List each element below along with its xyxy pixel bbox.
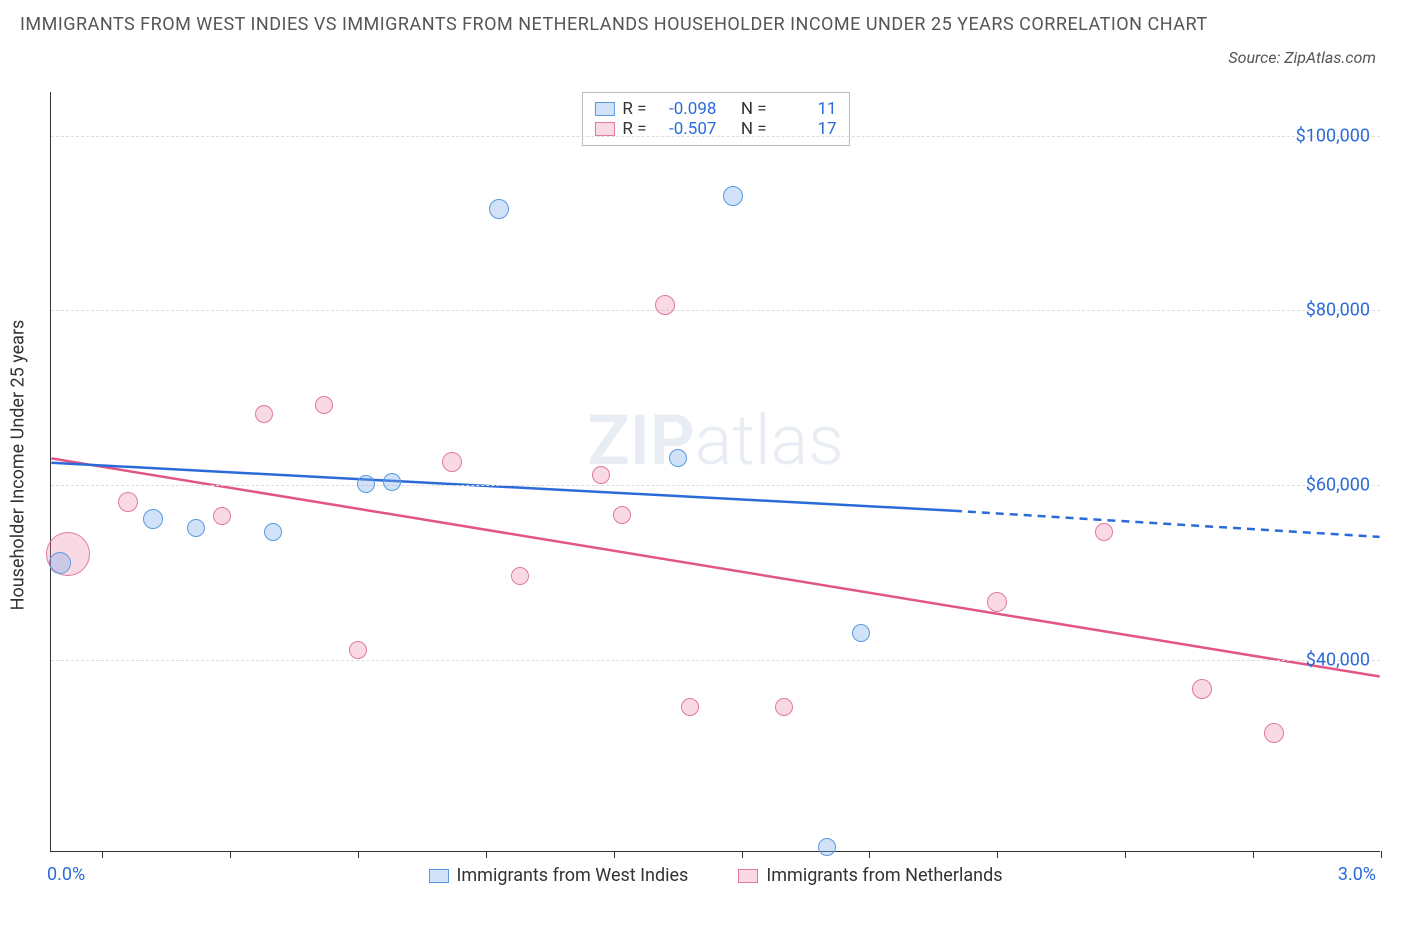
scatter-point-pink <box>511 567 529 585</box>
plot-area: ZIPatlas R = -0.098 N = 11 R = -0.507 N … <box>50 92 1380 852</box>
scatter-point-pink <box>1192 679 1212 699</box>
x-tick <box>230 851 231 858</box>
swatch-blue <box>594 102 614 116</box>
scatter-point-blue <box>357 475 375 493</box>
y-tick-label: $100,000 <box>1296 125 1370 146</box>
chart-container: IMMIGRANTS FROM WEST INDIES VS IMMIGRANT… <box>0 0 1406 930</box>
trend-line <box>51 458 1379 676</box>
scatter-point-pink <box>775 698 793 716</box>
x-tick <box>1381 851 1382 858</box>
correlation-legend: R = -0.098 N = 11 R = -0.507 N = 17 <box>581 92 849 146</box>
series-legend: Immigrants from West Indies Immigrants f… <box>428 865 1002 886</box>
gridline-h <box>51 660 1380 661</box>
y-tick-label: $40,000 <box>1306 649 1370 670</box>
trend-line <box>51 463 954 511</box>
scatter-point-pink <box>255 405 273 423</box>
source-attribution: Source: ZipAtlas.com <box>1228 48 1376 67</box>
scatter-point-blue <box>383 473 401 491</box>
x-axis-max-label: 3.0% <box>1338 864 1376 885</box>
swatch-blue <box>428 869 448 883</box>
legend-item-blue: Immigrants from West Indies <box>428 865 688 886</box>
correlation-row-blue: R = -0.098 N = 11 <box>594 99 836 119</box>
scatter-point-blue <box>187 519 205 537</box>
r-value-blue: -0.098 <box>654 99 716 119</box>
source-prefix: Source: <box>1228 48 1284 67</box>
scatter-point-pink <box>442 452 462 472</box>
gridline-h <box>51 310 1380 311</box>
y-tick-label: $80,000 <box>1306 300 1370 321</box>
x-tick <box>1253 851 1254 858</box>
scatter-point-blue <box>723 186 743 206</box>
gridline-h <box>51 485 1380 486</box>
x-tick <box>486 851 487 858</box>
swatch-pink <box>594 122 614 136</box>
scatter-point-blue <box>852 624 870 642</box>
legend-label-pink: Immigrants from Netherlands <box>766 865 1002 886</box>
trend-lines-layer <box>51 92 1380 851</box>
scatter-point-blue <box>49 552 71 574</box>
scatter-point-pink <box>655 295 675 315</box>
scatter-point-blue <box>818 838 836 856</box>
scatter-point-blue <box>669 449 687 467</box>
scatter-point-pink <box>592 466 610 484</box>
source-name: ZipAtlas.com <box>1284 48 1376 67</box>
scatter-point-pink <box>1264 723 1284 743</box>
scatter-point-blue <box>143 509 163 529</box>
n-label: N = <box>741 99 767 119</box>
scatter-point-pink <box>681 698 699 716</box>
scatter-point-blue <box>264 523 282 541</box>
legend-item-pink: Immigrants from Netherlands <box>738 865 1002 886</box>
scatter-point-blue <box>489 199 509 219</box>
x-tick <box>742 851 743 858</box>
x-tick <box>102 851 103 858</box>
n-value-blue: 11 <box>775 99 837 119</box>
x-tick <box>1125 851 1126 858</box>
y-axis-label: Householder Income Under 25 years <box>8 320 29 611</box>
trend-line <box>954 511 1380 537</box>
x-tick <box>869 851 870 858</box>
scatter-point-pink <box>118 492 138 512</box>
legend-label-blue: Immigrants from West Indies <box>456 865 688 886</box>
x-axis-min-label: 0.0% <box>47 864 85 885</box>
swatch-pink <box>738 869 758 883</box>
x-tick <box>614 851 615 858</box>
x-tick <box>358 851 359 858</box>
chart-title: IMMIGRANTS FROM WEST INDIES VS IMMIGRANT… <box>20 10 1386 40</box>
gridline-h <box>51 136 1380 137</box>
scatter-point-pink <box>1095 523 1113 541</box>
scatter-point-pink <box>349 641 367 659</box>
scatter-point-pink <box>315 396 333 414</box>
scatter-point-pink <box>613 506 631 524</box>
r-label: R = <box>622 99 646 119</box>
y-tick-label: $60,000 <box>1306 475 1370 496</box>
scatter-point-pink <box>987 592 1007 612</box>
scatter-point-pink <box>213 507 231 525</box>
x-tick <box>997 851 998 858</box>
